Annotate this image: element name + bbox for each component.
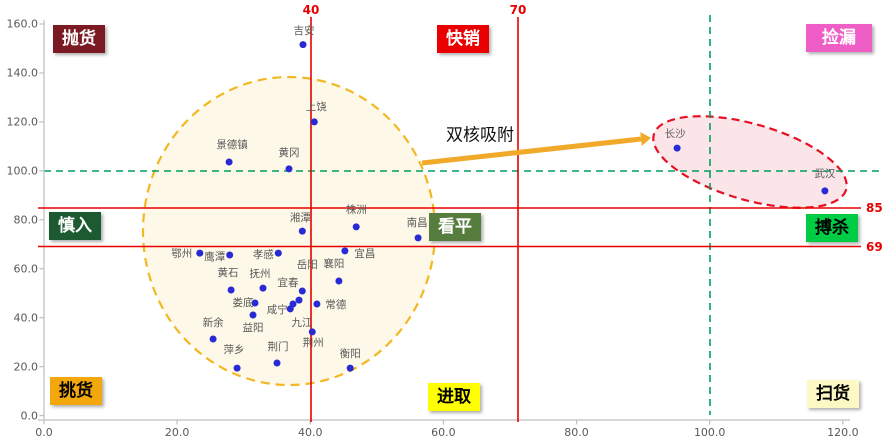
y-axis-tick-label: 80.0	[13, 213, 39, 227]
data-point	[225, 158, 233, 166]
data-point-label: 荆州	[302, 336, 324, 349]
data-point	[226, 251, 234, 259]
y-axis-tick-label: 100.0	[6, 164, 39, 178]
data-point	[209, 335, 217, 343]
data-point-label: 益阳	[242, 321, 264, 334]
ref-line-value-label: 85	[866, 201, 883, 215]
data-point	[298, 227, 306, 235]
x-axis-tick-label: 20.0	[164, 426, 190, 439]
x-axis-tick-label: 0.0	[35, 426, 53, 439]
dual-core-arrow-label: 双核吸附	[446, 125, 514, 146]
data-point-label: 黄石	[217, 266, 239, 279]
data-point	[308, 328, 316, 336]
data-point-label: 衡阳	[339, 347, 361, 360]
y-axis-tick-label: 20.0	[13, 360, 39, 374]
data-point-label: 武汉	[814, 167, 836, 180]
y-axis-tick-label: 40.0	[13, 311, 39, 325]
data-point-label: 鄂州	[171, 247, 193, 260]
data-point	[274, 249, 282, 257]
data-point-label: 吉安	[293, 24, 315, 37]
x-axis-tick-label: 40.0	[298, 426, 323, 439]
data-point-label: 新余	[202, 316, 224, 329]
quadrant-label-saohuo: 扫货	[807, 380, 859, 408]
y-axis-tick-label: 140.0	[6, 66, 39, 80]
data-point	[352, 223, 360, 231]
y-axis-tick-label: 60.0	[13, 262, 39, 276]
data-point	[249, 311, 257, 319]
y-axis-tick-label: 120.0	[6, 115, 39, 129]
x-axis-tick-label: 120.0	[827, 426, 859, 439]
data-point-label: 湘潭	[289, 211, 311, 224]
data-point-label: 咸宁	[266, 303, 288, 316]
data-point	[227, 286, 235, 294]
data-point	[673, 144, 681, 152]
x-axis-tick-label: 80.0	[564, 426, 589, 439]
data-point	[346, 364, 354, 372]
dual-core-arrowhead	[640, 132, 651, 146]
data-point-label: 荆门	[267, 340, 289, 353]
data-point	[285, 165, 293, 173]
quadrant-label-kanping: 看平	[429, 213, 481, 241]
dual-core-arrow	[421, 136, 642, 166]
data-point	[251, 299, 259, 307]
quadrant-label-shenru: 慎入	[49, 212, 101, 240]
data-point-label: 岳阳	[296, 258, 318, 271]
data-point-label: 鹰潭	[204, 250, 226, 263]
ref-line-value-label: 69	[866, 239, 883, 254]
data-point-label: 长沙	[664, 127, 686, 140]
data-point	[414, 234, 422, 242]
quadrant-label-jinqu: 进取	[428, 383, 480, 411]
data-point-label: 抚州	[249, 267, 271, 280]
data-point-label: 株洲	[345, 203, 367, 216]
data-point	[273, 359, 281, 367]
data-point	[298, 287, 306, 295]
data-point	[341, 247, 349, 255]
quadrant-label-kuaixiao: 快销	[437, 25, 489, 53]
x-axis-tick-label: 60.0	[431, 426, 456, 439]
data-point-label: 黄冈	[278, 146, 300, 159]
data-point-label: 九江	[291, 316, 313, 329]
data-point-label: 上饶	[305, 100, 327, 113]
quadrant-label-bosha: 搏杀	[806, 214, 858, 242]
data-point-label: 襄阳	[323, 257, 345, 270]
data-point-label: 萍乡	[223, 343, 245, 356]
data-point-label: 南昌	[406, 216, 428, 229]
ref-line-value-label: 70	[509, 3, 527, 17]
y-axis-tick-label: 160.0	[6, 17, 39, 31]
data-point	[259, 284, 267, 292]
data-point-label: 宜昌	[354, 247, 376, 260]
data-point	[821, 187, 829, 195]
data-point	[286, 305, 294, 313]
quadrant-label-jianlou: 捡漏	[806, 24, 872, 52]
data-point-label: 孝感	[252, 248, 274, 261]
data-point-label: 常德	[325, 298, 347, 311]
data-point	[313, 300, 321, 308]
data-point-label: 娄底	[232, 296, 254, 309]
quadrant-label-tiaohuo: 挑货	[50, 377, 102, 405]
data-point-label: 景德镇	[216, 138, 248, 151]
x-axis-tick-label: 100.0	[693, 426, 726, 439]
data-point	[299, 41, 307, 49]
data-point	[233, 364, 241, 372]
ref-line-value-label: 40	[302, 3, 320, 17]
data-point-label: 宜春	[277, 276, 299, 289]
data-point	[295, 296, 303, 304]
y-axis-tick-label: 0.0	[20, 409, 39, 423]
quadrant-label-paohuo: 抛货	[53, 25, 105, 53]
data-point	[335, 277, 343, 285]
data-point	[196, 249, 204, 257]
data-point	[310, 118, 318, 126]
dual-core-ellipse-red	[652, 115, 848, 209]
